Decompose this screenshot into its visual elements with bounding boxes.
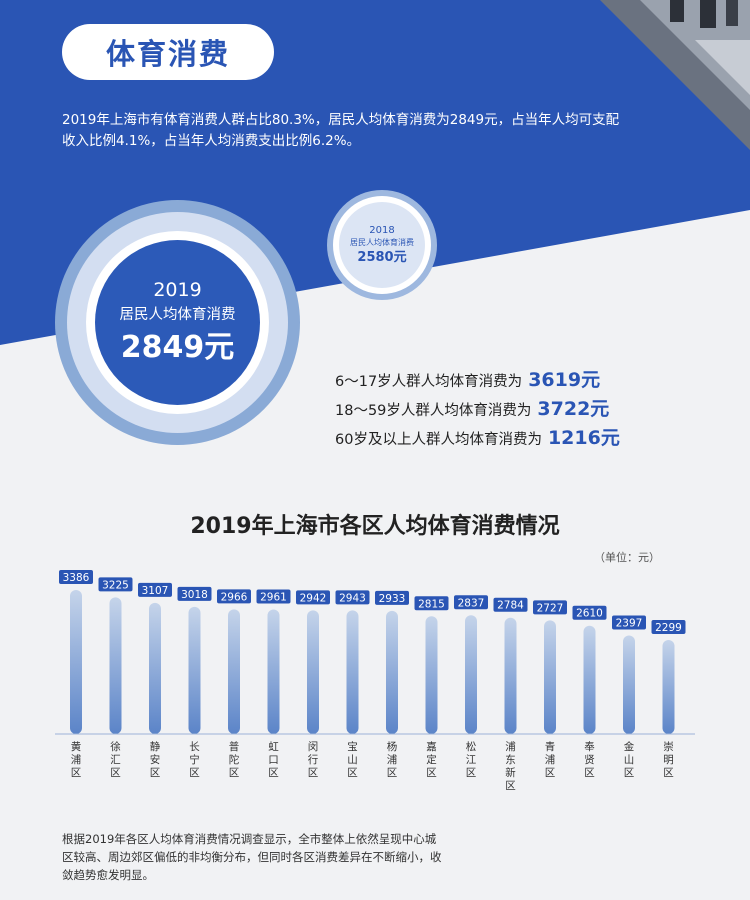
circle-2019-value: 2849元 <box>120 329 235 365</box>
value-label: 2815 <box>418 598 445 610</box>
value-label-bg <box>572 605 607 620</box>
category-label: 浦东新区 <box>505 740 516 792</box>
value-label: 2837 <box>458 597 485 609</box>
category-label: 金山区 <box>624 740 635 779</box>
value-label-bg <box>414 596 449 611</box>
age-stat-value: 1216元 <box>547 427 620 449</box>
value-label: 2727 <box>537 602 564 614</box>
category-label: 杨浦区 <box>387 740 398 779</box>
circle-2019-year: 2019 <box>153 278 202 301</box>
value-label: 2784 <box>497 600 524 612</box>
section-title: 体育消费 <box>62 24 274 80</box>
bar-长宁区 <box>188 606 201 734</box>
footnote-text: 根据2019年各区人均体育消费情况调查显示，全市整体上依然呈现中心城区较高、周边… <box>62 832 442 882</box>
category-label: 徐汇区 <box>110 740 121 779</box>
value-label-bg <box>296 590 330 605</box>
value-label-bg <box>375 590 409 605</box>
value-label: 2966 <box>221 591 248 603</box>
bar-静安区 <box>149 602 161 734</box>
circle-2018-year: 2018 <box>369 224 395 236</box>
category-label: 奉贤区 <box>584 740 595 779</box>
category-label: 宝山区 <box>347 740 358 779</box>
value-label: 2610 <box>576 608 603 620</box>
value-label-bg <box>454 595 488 610</box>
value-label: 3018 <box>181 589 208 601</box>
value-label-bg <box>138 582 172 597</box>
bar-杨浦区 <box>386 610 398 734</box>
value-label: 3225 <box>102 579 129 591</box>
bar-嘉定区 <box>425 616 438 734</box>
value-label-bg <box>59 570 93 584</box>
district-bar-chart: 3386 3225 3107 3018 2966 2961 2942 2943 2933 2815… <box>55 570 695 792</box>
value-label: 2943 <box>339 592 366 604</box>
value-label-bg <box>217 589 251 604</box>
bar-普陀区 <box>228 609 240 734</box>
circle-2018-label: 居民人均体育消费 <box>350 237 414 247</box>
value-label-bg <box>533 600 567 615</box>
value-label-bg <box>177 586 212 601</box>
category-label: 松江区 <box>466 740 477 779</box>
category-label: 长宁区 <box>189 741 200 779</box>
age-stat-label: 60岁及以上人群人均体育消费为 <box>335 432 542 448</box>
value-label-bg <box>256 589 291 604</box>
category-label: 静安区 <box>150 740 161 779</box>
age-stat-value: 3722元 <box>537 398 610 420</box>
bar-闵行区 <box>307 610 319 734</box>
circle-2018-value: 2580元 <box>357 249 407 265</box>
value-label: 2397 <box>616 617 643 629</box>
value-label: 2933 <box>379 593 406 605</box>
age-stat-label: 6～17岁人群人均体育消费为 <box>335 374 523 390</box>
age-stat-label: 18～59岁人群人均体育消费为 <box>335 403 532 419</box>
value-label-bg <box>335 590 370 605</box>
value-label-bg <box>98 577 133 592</box>
value-label: 2961 <box>260 592 287 604</box>
bar-青浦区 <box>544 620 556 734</box>
bar-金山区 <box>623 635 635 734</box>
category-label: 嘉定区 <box>426 740 437 779</box>
age-stat-row: 6～17岁人群人均体育消费为 3619元 <box>335 365 735 394</box>
value-label: 3107 <box>142 585 169 597</box>
bar-松江区 <box>465 615 477 734</box>
sports-photo-corner <box>600 0 750 150</box>
bar-虹口区 <box>267 609 280 734</box>
circle-2019-label: 居民人均体育消费 <box>119 306 236 323</box>
intro-text: 2019年上海市有体育消费人群占比80.3%，居民人均体育消费为2849元，占当… <box>62 112 620 149</box>
age-stat-row: 18～59岁人群人均体育消费为 3722元 <box>335 394 735 423</box>
age-stat-row: 60岁及以上人群人均体育消费为 1216元 <box>335 423 735 452</box>
value-label-bg <box>651 620 686 634</box>
chart-title: 2019年上海市各区人均体育消费情况 <box>190 514 560 539</box>
bar-徐汇区 <box>109 597 122 734</box>
value-label: 3386 <box>63 572 90 584</box>
category-label: 青浦区 <box>545 740 556 779</box>
circle-2018: 2018 居民人均体育消费 2580元 <box>327 190 437 300</box>
bar-宝山区 <box>346 610 359 734</box>
bar-崇明区 <box>662 640 675 734</box>
bar-黄浦区 <box>70 590 82 734</box>
bar-奉贤区 <box>583 625 596 734</box>
value-label-bg <box>612 615 646 630</box>
bar-浦东新区 <box>504 617 517 734</box>
value-label: 2942 <box>300 592 327 604</box>
age-stat-value: 3619元 <box>528 369 601 391</box>
age-stats: 6～17岁人群人均体育消费为 3619元 18～59岁人群人均体育消费为 372… <box>335 365 735 452</box>
chart-unit-label: （单位：元） <box>594 551 660 564</box>
value-label-bg <box>493 597 528 612</box>
category-label: 闵行区 <box>308 740 319 779</box>
category-label: 虹口区 <box>268 741 279 779</box>
category-label: 崇明区 <box>663 741 674 779</box>
category-label: 黄浦区 <box>71 740 82 779</box>
value-label: 2299 <box>655 622 682 634</box>
circle-2019: 2019 居民人均体育消费 2849元 <box>55 200 300 445</box>
category-label: 普陀区 <box>229 740 240 779</box>
